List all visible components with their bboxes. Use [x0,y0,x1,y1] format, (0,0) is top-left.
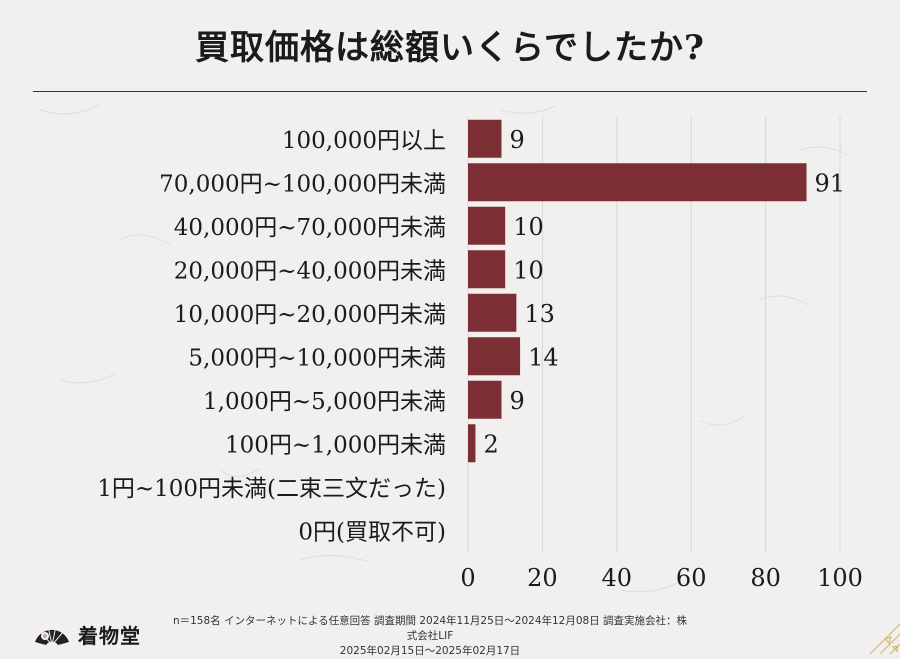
gold-pattern-icon [869,623,900,654]
survey-note: n＝158名 インターネットによる任意回答 調査期間 2024年11月25日～2… [170,614,690,659]
bar [468,206,506,245]
x-tick-label: 100 [817,564,863,592]
bar [468,337,521,376]
folding-fan-icon [35,625,69,645]
value-label: 10 [513,256,544,284]
category-label: 70,000円~100,000円未満 [159,171,446,197]
category-label: 0円(買取不可) [298,519,446,545]
bar [468,424,476,463]
brand-logo: 着物堂 [32,620,141,649]
bar [468,119,502,158]
brand-name: 着物堂 [78,624,141,648]
category-label: 1円~100円未満(二束三文だった) [97,476,446,502]
bar [468,163,807,202]
category-label: 100,000円以上 [282,128,446,154]
value-label: 91 [815,169,846,197]
x-tick-label: 80 [750,564,781,592]
value-label: 9 [509,387,524,415]
value-label: 10 [513,213,544,241]
survey-note-line-1: n＝158名 インターネットによる任意回答 調査期間 2024年11月25日～2… [172,615,688,642]
category-label: 5,000円~10,000円未満 [188,345,446,371]
category-label: 10,000円~20,000円未満 [174,302,446,328]
chart-title: 買取価格は総額いくらでしたか? [195,28,705,68]
bar [468,380,502,419]
x-tick-label: 20 [527,564,558,592]
value-label: 2 [483,430,498,458]
category-label: 1,000円~5,000円未満 [203,389,446,415]
bar [468,293,517,332]
x-tick-label: 40 [602,564,633,592]
title-divider [33,91,867,92]
x-tick-label: 60 [676,564,707,592]
value-label: 9 [509,126,524,154]
value-label: 14 [528,343,559,371]
bar [468,250,506,289]
category-label: 20,000円~40,000円未満 [174,258,446,284]
category-label: 100円~1,000円未満 [225,432,446,458]
x-tick-label: 0 [460,564,475,592]
value-label: 13 [524,300,555,328]
survey-note-line-2: 2025年02月15日～2025年02月17日 [339,645,521,657]
category-label: 40,000円~70,000円未満 [174,215,446,241]
